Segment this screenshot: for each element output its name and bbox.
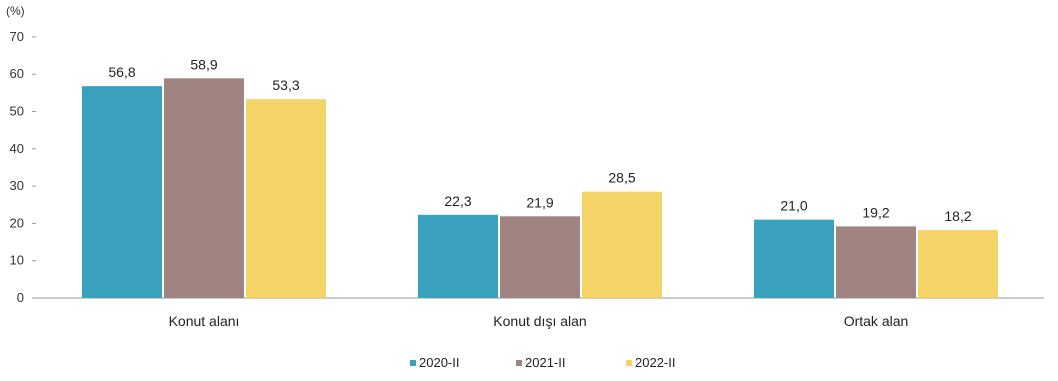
bar-series <box>82 78 998 298</box>
data-label: 58,9 <box>190 56 217 72</box>
bar <box>500 216 580 298</box>
bar <box>754 219 834 298</box>
y-tick-label: 10 <box>10 253 24 268</box>
data-label: 18,2 <box>944 208 971 224</box>
data-label: 21,9 <box>526 194 553 210</box>
category-label: Ortak alan <box>844 313 909 329</box>
data-label: 22,3 <box>444 193 471 209</box>
y-axis: 0 10 20 30 40 50 60 70 <box>10 29 36 305</box>
bar <box>418 214 498 298</box>
y-tick-label: 20 <box>10 215 24 230</box>
category-labels: Konut alanı Konut dışı alan Ortak alan <box>169 313 909 329</box>
legend: 2020-II 2021-II 2022-II <box>410 355 675 370</box>
data-labels: 56,8 58,9 53,3 22,3 21,9 28,5 21,0 19,2 18,2 <box>108 56 971 224</box>
y-tick-label: 70 <box>10 29 24 44</box>
category-label: Konut alanı <box>169 313 240 329</box>
y-tick-label: 60 <box>10 66 24 81</box>
y-tick-label: 30 <box>10 178 24 193</box>
bar <box>918 230 998 298</box>
data-label: 53,3 <box>272 77 299 93</box>
y-tick-label: 0 <box>17 290 24 305</box>
bar <box>836 226 916 298</box>
data-label: 19,2 <box>862 204 889 220</box>
bar <box>164 78 244 298</box>
category-label: Konut dışı alan <box>493 313 586 329</box>
legend-label: 2022-II <box>635 355 675 370</box>
y-unit-label: (%) <box>6 4 25 18</box>
legend-swatch <box>410 360 416 366</box>
bar <box>246 99 326 298</box>
bar <box>82 86 162 298</box>
legend-swatch <box>516 360 522 366</box>
legend-label: 2021-II <box>525 355 565 370</box>
y-tick-label: 40 <box>10 141 24 156</box>
legend-label: 2020-II <box>419 355 459 370</box>
data-label: 21,0 <box>780 198 807 214</box>
data-label: 56,8 <box>108 64 135 80</box>
legend-swatch <box>626 360 632 366</box>
y-tick-label: 50 <box>10 104 24 119</box>
data-label: 28,5 <box>608 170 635 186</box>
bar <box>582 191 662 298</box>
